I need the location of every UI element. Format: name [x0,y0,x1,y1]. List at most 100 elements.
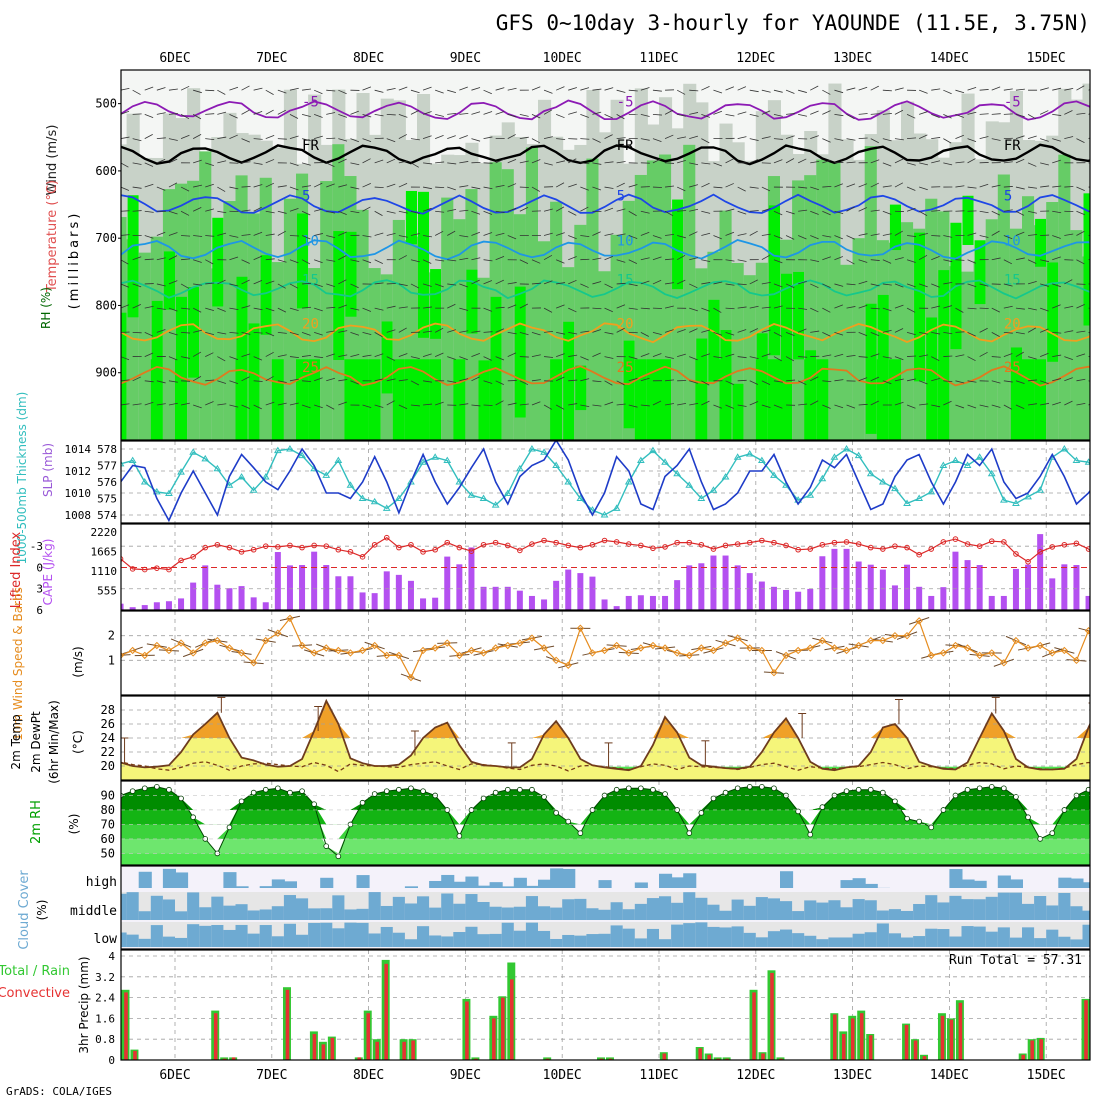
li-point [1037,549,1043,555]
wind-barb [858,377,868,382]
wind-barb [616,304,626,309]
wind-barb [398,306,408,309]
cloud-cell [175,937,189,947]
wind-barb [1052,378,1062,382]
wind10m-point [988,649,996,657]
wind-barb [822,404,831,409]
wind-barb [870,400,879,406]
wind-barb [132,113,142,115]
cloud-cell [320,877,334,888]
precip-conv-bar [213,1013,218,1060]
cloud-cell [913,936,927,947]
wind-barb [1040,259,1050,263]
wind-barb [640,404,650,407]
precip-conv-bar [312,1034,317,1060]
wind10m-barb [98,668,118,672]
li-point [529,541,535,547]
wind-barb [144,210,154,213]
wind-barb [121,283,130,288]
wind-barb [121,259,129,265]
cloud-cell [441,874,455,888]
cloud-cell [876,923,890,947]
wind-barb [689,231,698,236]
thickness-point [818,474,827,482]
wind-barb [931,305,941,309]
wind-barb [302,306,312,309]
wind-barb [616,161,626,164]
wind10m-point [153,641,161,650]
thickness-point [903,499,911,506]
cloud-cell [683,892,697,920]
wind-barb [931,404,941,408]
wind-barb [495,356,505,361]
cloud-cell-bg [1095,892,1100,920]
li-point [831,539,838,546]
rh-band-dark-low [235,359,249,440]
rh2m-point [275,785,281,792]
li-point [722,542,729,549]
wind-barb [1052,235,1061,239]
wind-barb [798,209,808,212]
rh-band-dark [466,269,478,334]
wind-barb [1052,210,1062,214]
wind10m-point [225,644,234,652]
axis-labels: Wind (m/s) Temperature (°C) RH (%) (mill… [0,125,1082,1054]
rh-band-dark [914,232,926,382]
cloud-cell [876,910,890,920]
rh2m-point [456,833,463,839]
wind-barb [180,134,190,139]
date-label-bottom: 10DEC [543,1068,582,1083]
li-point [1049,544,1056,550]
li-point [867,544,874,551]
wind-barb [314,135,323,140]
wind-barb [471,404,481,407]
wind10m-point [746,644,754,652]
wind-barb [761,306,771,309]
cloud-cell [162,936,176,947]
wind-barb [846,235,855,240]
wind-barb [701,329,711,333]
li-point [710,546,717,552]
precip-conv-bar [752,992,756,1060]
wind-barb [858,331,868,337]
wind-barb [180,356,190,359]
wind-barb [701,353,711,357]
precip-conv-bar [321,1044,326,1060]
li-point [432,546,438,553]
precip-conv-bar [492,1018,496,1060]
wind-barb [701,114,710,118]
cloud-cell [199,907,213,920]
wind-barb [568,235,577,240]
wind-barb [374,378,384,382]
rh-band-dark-low [634,359,648,440]
date-label-bottom: 15DEC [1027,1068,1066,1083]
rh2m-point [504,786,511,793]
wind-barb [846,161,856,164]
cloud-cell [1058,936,1072,947]
wind-barb [374,232,384,236]
rh-band-dark [974,240,986,305]
wind-barb [991,113,1001,115]
cape-bar [783,589,790,610]
thickness-tick: 577 [97,460,117,473]
li-point [408,541,414,548]
wind-barb [604,186,614,189]
wind-barb [96,137,105,138]
cloud-cell [925,928,939,947]
wind-barb [180,186,190,192]
wind-barb [1076,378,1086,382]
wind-barb [580,114,589,118]
wind-barb [931,255,940,261]
cloud-cell [199,925,213,947]
precip-conv-bar [940,1015,945,1060]
wind-barb [132,186,142,189]
wind-barb [253,184,263,188]
cape-bar [758,581,765,610]
precip-conv-bar [1084,1000,1088,1060]
precip-conv-bar [1030,1040,1034,1060]
rh-band-dark-low [780,359,794,440]
thickness-point [963,461,972,468]
wind-barb [398,86,408,91]
wind-barb [265,210,275,214]
wind-barb [725,183,734,188]
